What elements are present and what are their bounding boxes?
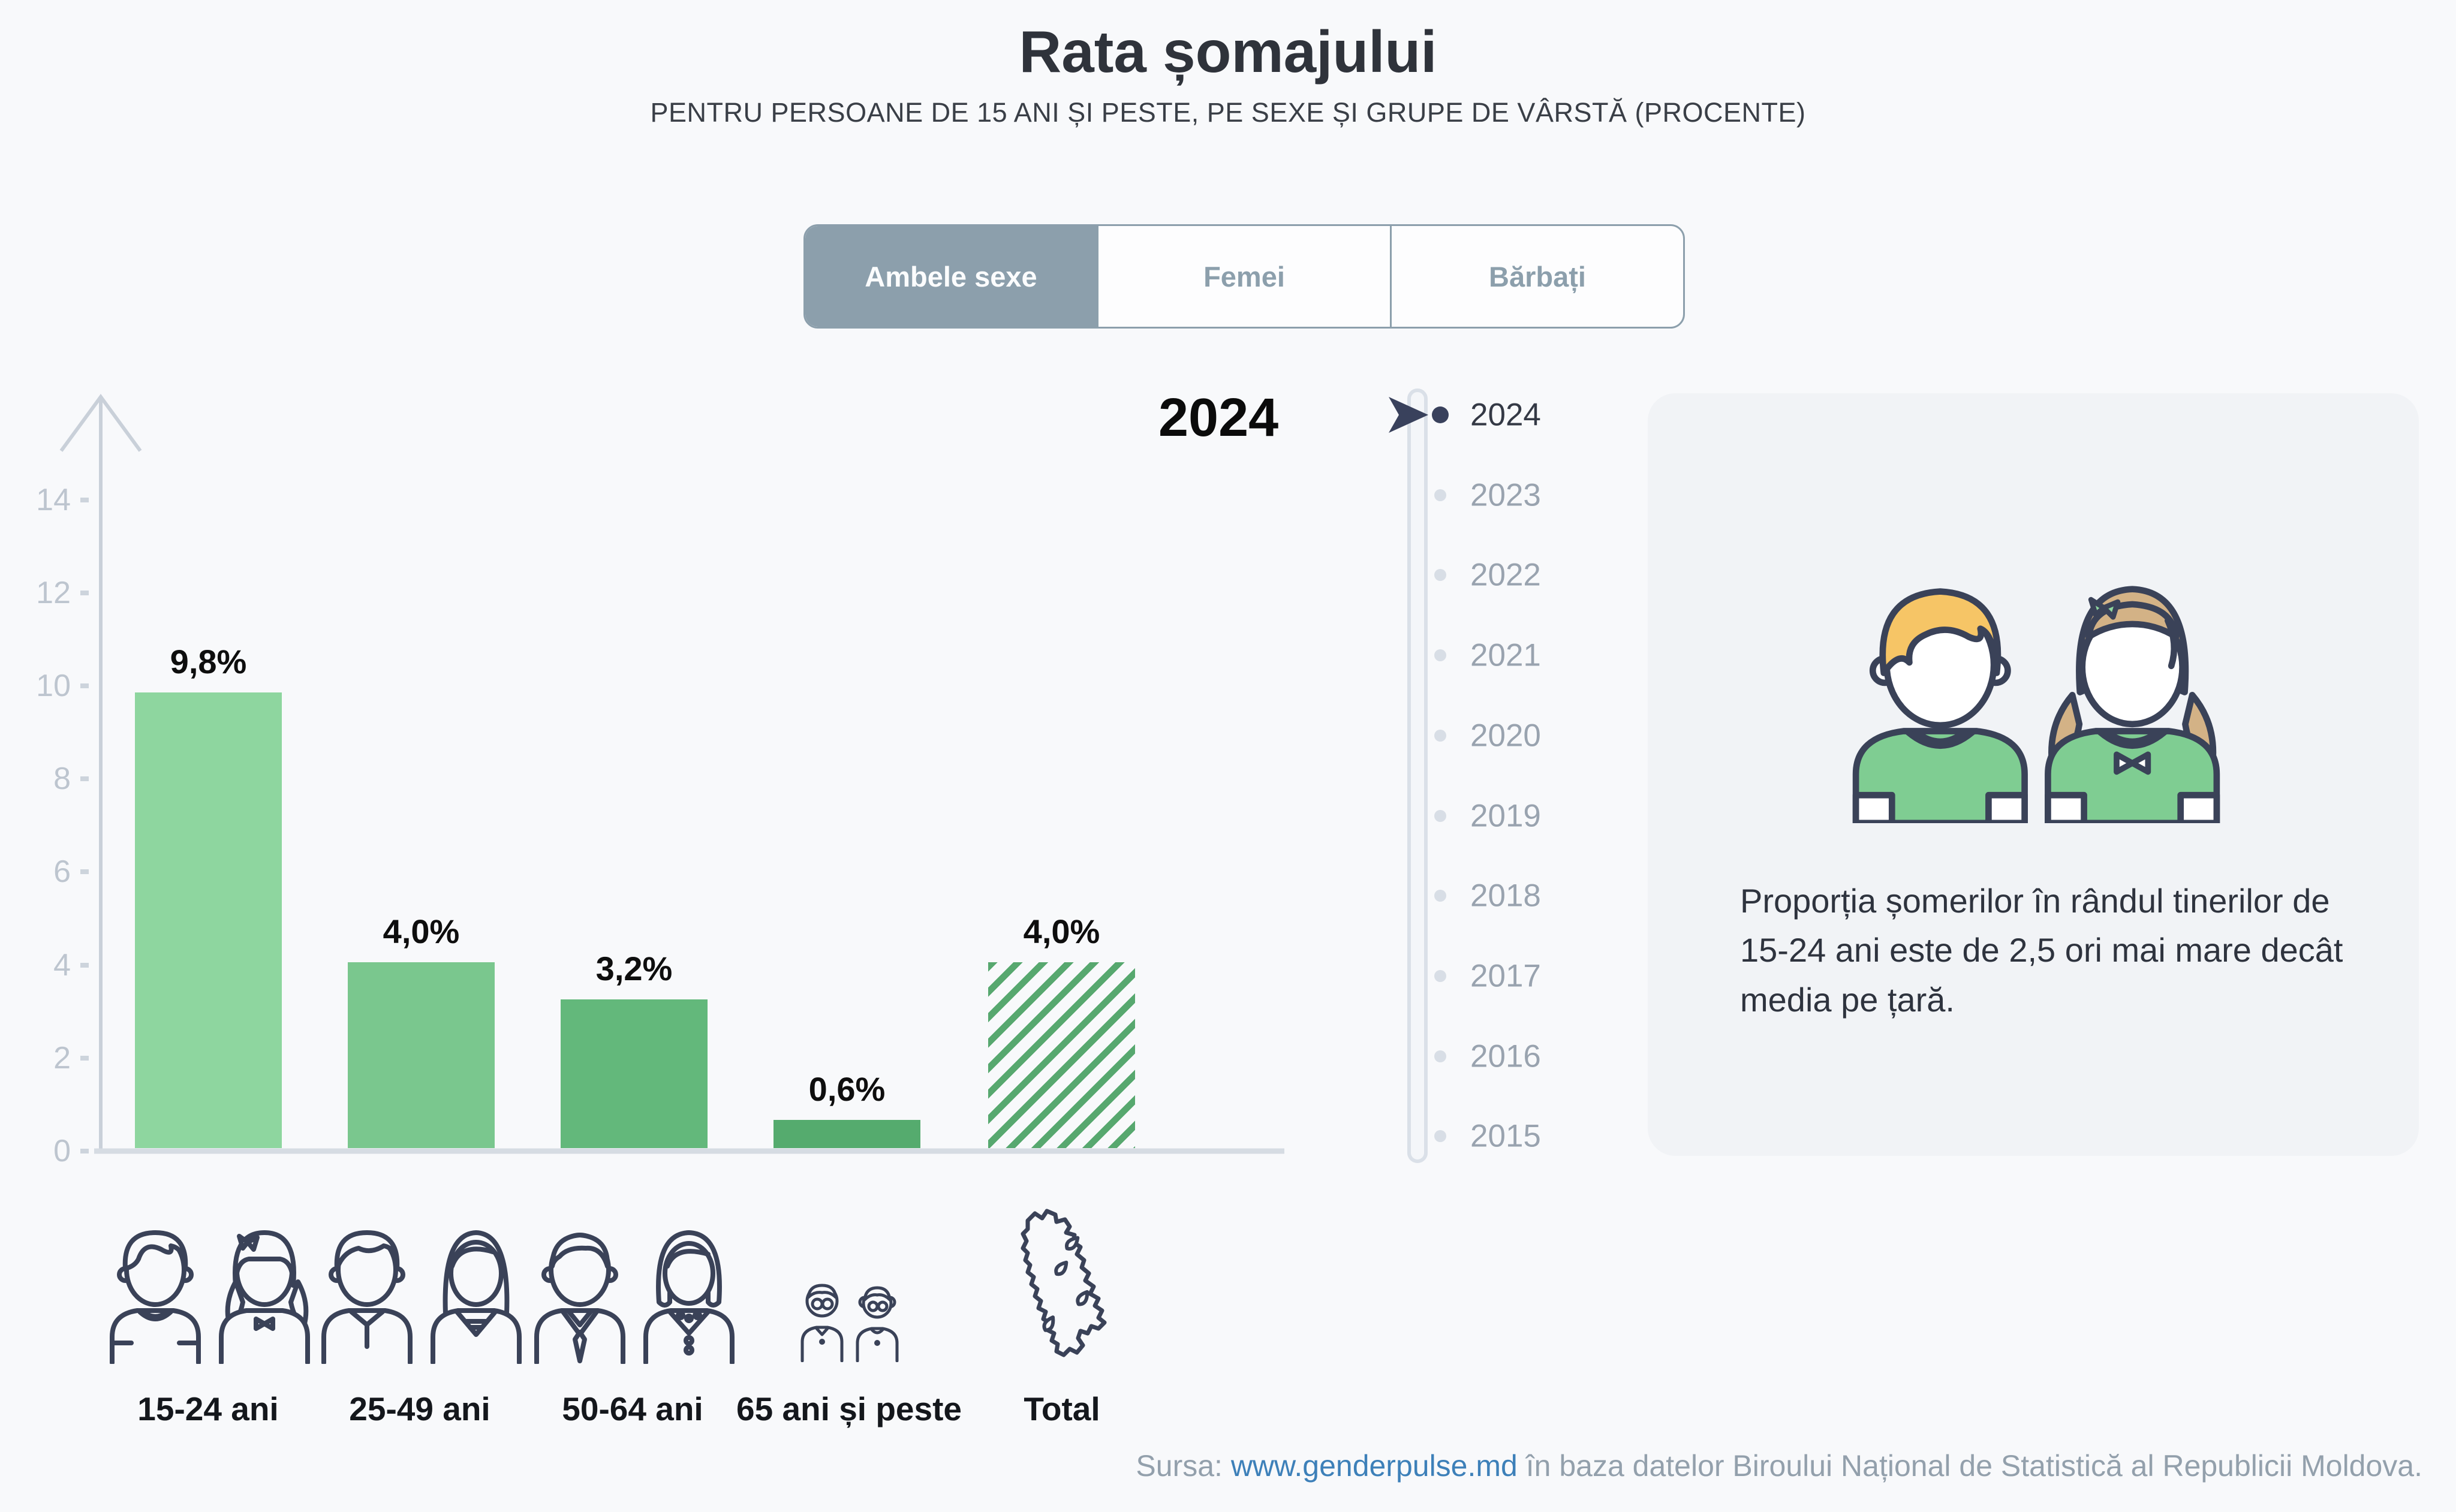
girl-figure (2045, 586, 2220, 823)
timeline-year-2018[interactable]: 2018 (1470, 878, 1541, 914)
y-axis-tick-label-8: 8 (53, 761, 71, 797)
bar-value-label-total: 4,0% (1023, 912, 1100, 950)
y-axis-tick-mark (80, 1149, 89, 1153)
timeline-year-2015[interactable]: 2015 (1470, 1118, 1541, 1154)
info-panel-text: Proporția șomerilor în rândul tinerilor … (1740, 882, 2343, 1019)
timeline-year-2022[interactable]: 2022 (1470, 557, 1541, 593)
info-panel (1648, 393, 2419, 1156)
timeline-cursor-arrow-icon (1389, 397, 1428, 433)
y-axis-tick-label-10: 10 (36, 668, 71, 703)
y-axis-tick-label-2: 2 (53, 1040, 71, 1076)
timeline-dot-2019[interactable] (1434, 809, 1446, 822)
timeline-dot-2017[interactable] (1434, 969, 1446, 982)
timeline-year-2023[interactable]: 2023 (1470, 477, 1541, 513)
bar-value-label-50-64-ani: 3,2% (595, 950, 673, 987)
timeline-track[interactable] (1407, 388, 1428, 1163)
timeline-dot-2021[interactable] (1434, 649, 1446, 662)
page-title: Rata șomajului (1019, 19, 1437, 85)
timeline-year-2016[interactable]: 2016 (1470, 1038, 1541, 1074)
bar-65-ani-si-peste[interactable] (773, 1120, 920, 1148)
sex-filter-tabs: Ambele sexe Femei Bărbați (803, 224, 1685, 329)
y-axis-tick-label-12: 12 (36, 575, 71, 610)
timeline-dot-2018[interactable] (1434, 890, 1446, 902)
source-suffix: în baza datelor Biroului Național de Sta… (1517, 1449, 2422, 1483)
category-label-65-ani-si-peste: 65 ani și peste (736, 1390, 962, 1427)
source-prefix: Sursa: (1136, 1449, 1231, 1483)
timeline-year-2021[interactable]: 2021 (1470, 637, 1541, 673)
bar-15-24-ani[interactable] (135, 692, 282, 1148)
tab-barbati[interactable]: Bărbați (1489, 260, 1586, 293)
youth-boy-girl-illustration (1852, 586, 2220, 823)
chart-year-label: 2024 (1158, 388, 1279, 448)
tab-femei[interactable]: Femei (1098, 226, 1392, 327)
age-group-icon-50-64 (531, 1211, 735, 1367)
category-label-50-64-ani: 50-64 ani (562, 1390, 703, 1427)
bar-total[interactable] (988, 962, 1135, 1148)
tab-ambele-sexe[interactable]: Ambele sexe (805, 226, 1098, 327)
y-axis-tick-label-4: 4 (53, 947, 71, 983)
timeline-dot-2020[interactable] (1434, 729, 1446, 742)
y-axis-tick-label-14: 14 (36, 482, 71, 517)
category-label-25-49-ani: 25-49 ani (349, 1390, 490, 1427)
timeline-dot-2015[interactable] (1434, 1130, 1446, 1143)
age-group-icon-25-49 (318, 1211, 522, 1367)
timeline-year-2024[interactable]: 2024 (1470, 397, 1541, 433)
y-axis-tick-mark (80, 962, 89, 968)
timeline-dot-2016[interactable] (1434, 1050, 1446, 1062)
timeline-year-2019[interactable]: 2019 (1470, 798, 1541, 833)
y-axis-tick-mark (80, 776, 89, 782)
boy-figure (1852, 588, 2028, 823)
category-label-15-24-ani: 15-24 ani (137, 1390, 279, 1427)
genderpulse-link[interactable]: www.genderpulse.md (1230, 1449, 1518, 1483)
bar-50-64-ani[interactable] (561, 999, 708, 1148)
bar-value-label-65-ani-si-peste: 0,6% (808, 1070, 886, 1108)
timeline-year-2017[interactable]: 2017 (1470, 958, 1541, 994)
timeline-dot-2023[interactable] (1434, 489, 1446, 501)
bar-value-label-15-24-ani: 9,8% (170, 643, 247, 680)
page-subtitle: PENTRU PERSOANE DE 15 ANI ȘI PESTE, PE S… (650, 97, 1806, 128)
y-axis-tick-mark (80, 1055, 89, 1061)
y-axis-tick-mark (80, 869, 89, 875)
source-footer: Sursa: www.genderpulse.md în baza datelo… (1136, 1448, 2422, 1483)
moldova-map-icon (1011, 1203, 1113, 1368)
age-group-icon-15-24 (106, 1211, 310, 1367)
bar-25-49-ani[interactable] (348, 962, 495, 1148)
bar-chart: 0 2 4 6 8 10 12 14 9,8% 4,0% 3,2% 0,6% 4,0% (36, 482, 1135, 1168)
age-group-icon-65-plus (795, 1272, 903, 1365)
y-axis-tick-mark (80, 497, 89, 502)
timeline-dot-2024[interactable] (1432, 406, 1449, 423)
chart-axes (59, 393, 1284, 1154)
y-axis-tick-label-0: 0 (53, 1134, 71, 1168)
timeline-dot-2022[interactable] (1434, 569, 1446, 582)
timeline-year-2020[interactable]: 2020 (1470, 718, 1541, 754)
y-axis-tick-label-6: 6 (53, 854, 71, 890)
y-axis-tick-mark (80, 590, 89, 595)
category-label-total: Total (1024, 1390, 1100, 1427)
y-axis-tick-mark (80, 683, 89, 688)
bar-value-label-25-49-ani: 4,0% (383, 912, 460, 950)
